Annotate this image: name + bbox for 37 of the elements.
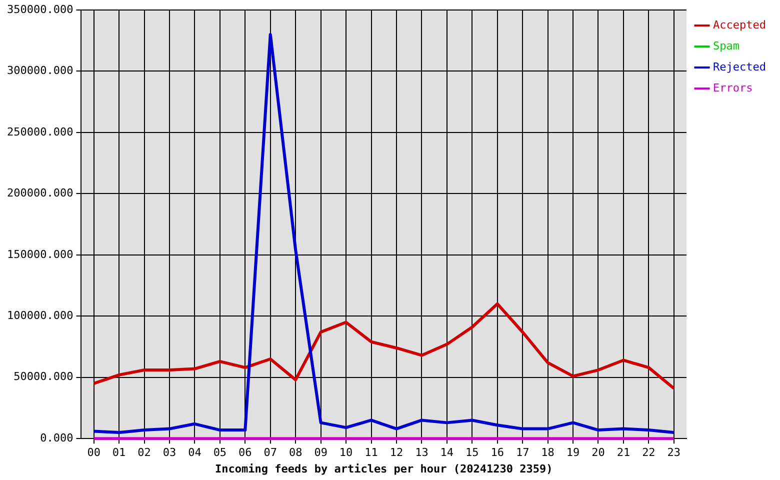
x-axis-title: Incoming feeds by articles per hour (20241230 2359): [214, 462, 553, 476]
x-tick-label: 04: [188, 446, 202, 460]
x-tick-label: 01: [112, 446, 126, 460]
y-tick-label: 100000.000: [6, 309, 74, 322]
legend-label: Spam: [713, 39, 740, 52]
x-tick-label: 09: [314, 446, 328, 460]
y-tick-label: 50000.000: [14, 370, 74, 384]
x-tick-label: 16: [490, 446, 504, 460]
y-tick-label: 150000.000: [6, 248, 74, 261]
x-tick-label: 06: [238, 446, 252, 460]
x-tick-label: 10: [339, 446, 353, 460]
x-tick-label: 12: [390, 446, 404, 460]
x-tick-label: 07: [264, 446, 278, 460]
y-tick-label: 350000.000: [6, 2, 74, 16]
x-tick-label: 11: [364, 446, 378, 460]
x-tick-label: 17: [516, 446, 530, 460]
legend-label: Rejected: [713, 60, 766, 74]
x-tick-label: 00: [87, 446, 100, 460]
x-tick-label: 03: [162, 446, 176, 460]
legend-label: Errors: [713, 81, 753, 94]
legend-label: Accepted: [713, 18, 766, 32]
x-tick-label: 19: [566, 446, 580, 460]
x-tick-label: 18: [541, 446, 554, 460]
x-tick-label: 13: [415, 446, 428, 460]
x-tick-label: 05: [213, 446, 227, 460]
y-tick-label: 200000.000: [6, 186, 74, 200]
y-tick-label: 300000.000: [6, 64, 74, 78]
x-tick-label: 08: [288, 446, 302, 460]
x-tick-label: 15: [466, 446, 479, 460]
y-tick-label: 250000.000: [6, 125, 74, 138]
x-tick-label: 02: [138, 446, 151, 460]
x-tick-label: 22: [642, 446, 656, 460]
x-tick-label: 14: [440, 446, 454, 460]
y-tick-label: 0.000: [40, 431, 74, 444]
x-tick-label: 21: [616, 446, 630, 460]
x-tick-label: 23: [667, 446, 681, 460]
x-tick-label: 20: [592, 446, 605, 460]
